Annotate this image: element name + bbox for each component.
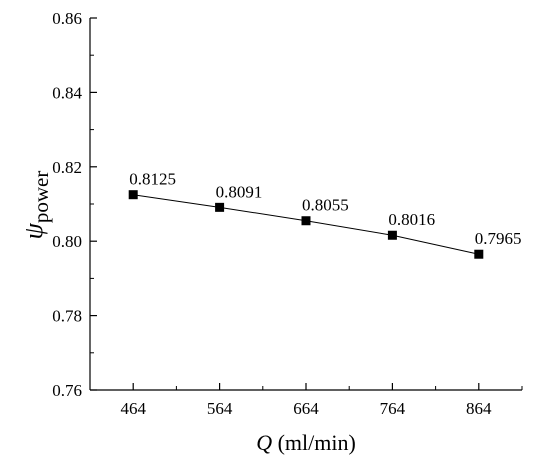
data-label: 0.7965	[475, 229, 522, 248]
y-tick-label: 0.86	[52, 9, 82, 28]
x-tick-label: 764	[380, 399, 406, 418]
y-tick-label: 0.78	[52, 307, 82, 326]
x-tick-label: 864	[466, 399, 492, 418]
y-axis-title: ψpower	[19, 171, 53, 240]
x-tick-label: 664	[293, 399, 319, 418]
series-group	[128, 190, 484, 259]
data-point	[301, 216, 311, 226]
data-label: 0.8091	[216, 182, 263, 201]
y-ticks: 0.76 0.78 0.80 0.82 0.84 0.86	[52, 9, 97, 400]
data-labels: 0.8125 0.8091 0.8055 0.8016 0.7965	[129, 170, 521, 249]
y-tick-label: 0.80	[52, 232, 82, 251]
x-tick-label: 464	[120, 399, 146, 418]
data-point	[128, 190, 138, 200]
data-point	[387, 230, 397, 240]
data-label: 0.8125	[129, 170, 176, 189]
data-point	[215, 202, 225, 212]
data-label: 0.8016	[388, 210, 435, 229]
x-axis-title: Q (ml/min)	[256, 430, 356, 455]
data-label: 0.8055	[302, 196, 349, 215]
data-point	[474, 249, 484, 259]
y-tick-label: 0.76	[52, 381, 82, 400]
y-tick-label: 0.84	[52, 83, 82, 102]
y-tick-label: 0.82	[52, 158, 82, 177]
x-ticks: 464 564 664 764 864	[89, 383, 523, 418]
x-tick-label: 564	[207, 399, 233, 418]
